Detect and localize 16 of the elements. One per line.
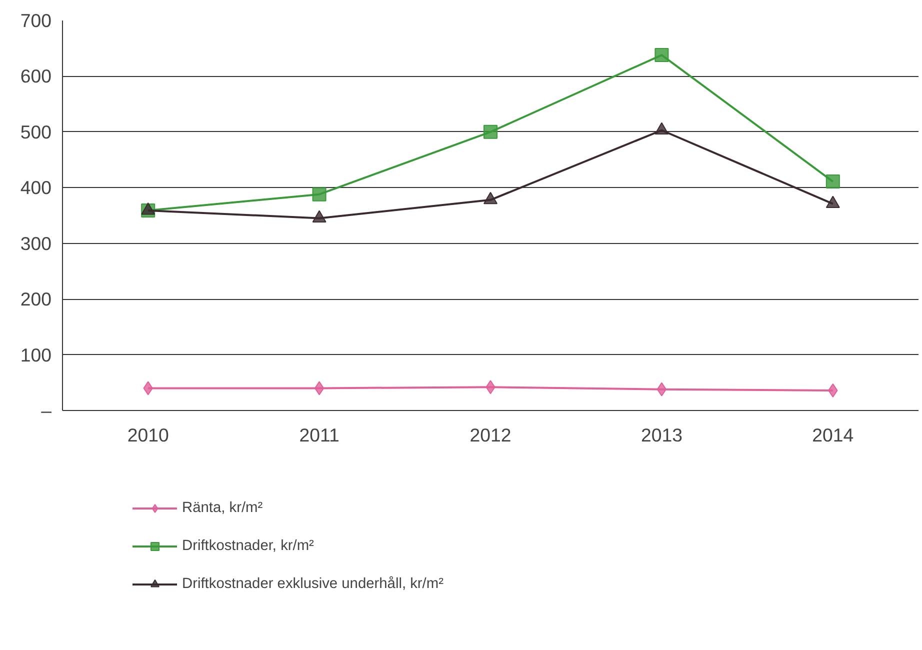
y-tick-label: 700 [20, 10, 52, 31]
legend-label: Ränta, kr/m² [182, 500, 263, 516]
y-tick-label: – [41, 400, 52, 421]
x-tick-label: 2012 [470, 424, 512, 446]
y-tick-label: 500 [20, 121, 52, 142]
y-tick-label: 600 [20, 66, 52, 87]
y-tick-label: 300 [20, 232, 52, 254]
legend-label: Driftkostnader exklusive underhåll, kr/m² [182, 576, 444, 592]
x-tick-label: 2010 [127, 424, 169, 446]
x-tick-label: 2011 [299, 424, 340, 446]
x-tick-label: 2014 [812, 424, 854, 446]
y-tick-label: 200 [20, 288, 52, 310]
y-tick-label: 400 [20, 177, 52, 198]
x-tick-label: 2013 [640, 424, 682, 446]
legend-label: Driftkostnader, kr/m² [182, 538, 314, 554]
y-tick-label: 100 [20, 344, 52, 366]
